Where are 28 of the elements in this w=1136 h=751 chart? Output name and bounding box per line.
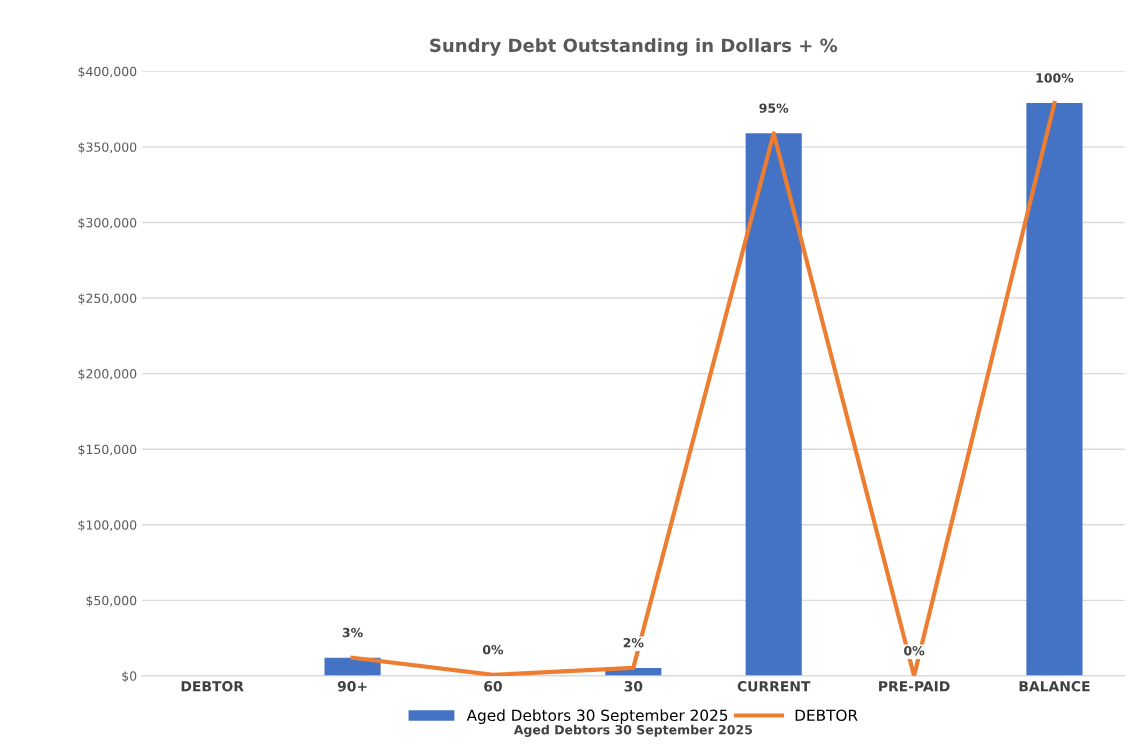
y-tick-label: $200,000 (78, 368, 137, 381)
annotation: 0% (482, 644, 504, 655)
y-tick-label: $50,000 (86, 595, 137, 607)
x-tick-label: DEBTOR (181, 681, 244, 692)
annotation: 2% (623, 637, 644, 648)
chart-title: Sundry Debt Outstanding in Dollars + % (430, 38, 838, 56)
bar (745, 133, 802, 676)
y-tick-label: $250,000 (78, 293, 137, 305)
x-tick-label: 30 (624, 681, 643, 692)
annotation: 3% (342, 627, 363, 638)
y-tick-label: $350,000 (78, 142, 137, 154)
x-axis-title: Aged Debtors 30 September 2025 (513, 724, 752, 737)
y-tick-label: $300,000 (78, 217, 137, 230)
bar (1026, 103, 1083, 676)
x-tick-label: 90+ (337, 681, 367, 692)
y-tick-label: $0 (122, 671, 137, 683)
x-tick-label: CURRENT (737, 681, 811, 692)
legend-label: DEBTOR (795, 709, 858, 722)
y-tick-label: $150,000 (78, 444, 137, 456)
y-tick-label: $400,000 (78, 66, 137, 78)
y-tick-label: $100,000 (78, 520, 137, 532)
annotation: 0% (904, 645, 925, 656)
x-tick-label: 60 (484, 681, 502, 692)
legend-label: Aged Debtors 30 September 2025 (466, 709, 728, 724)
annotation: 95% (759, 103, 789, 113)
annotation: 100% (1036, 73, 1074, 83)
x-tick-label: BALANCE (1019, 681, 1090, 692)
x-tick-label: PRE-PAID (879, 681, 950, 692)
